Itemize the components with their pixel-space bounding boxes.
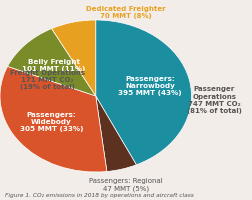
Text: Figure 1. CO₂ emissions in 2018 by operations and aircraft class: Figure 1. CO₂ emissions in 2018 by opera… (5, 193, 194, 198)
Wedge shape (52, 20, 96, 96)
Wedge shape (8, 29, 96, 96)
Text: Freight Operations
171 MMT CO₂
(19% of total): Freight Operations 171 MMT CO₂ (19% of t… (10, 70, 85, 90)
Wedge shape (0, 66, 107, 172)
Text: Passengers: Regional
47 MMT (5%): Passengers: Regional 47 MMT (5%) (89, 178, 163, 192)
Text: Belly Freight
101 MMT (11%): Belly Freight 101 MMT (11%) (22, 59, 85, 72)
Wedge shape (96, 96, 136, 171)
Text: Passengers:
Widebody
305 MMT (33%): Passengers: Widebody 305 MMT (33%) (20, 112, 83, 132)
Text: Passengers:
Narrowbody
395 MMT (43%): Passengers: Narrowbody 395 MMT (43%) (118, 76, 182, 96)
Wedge shape (96, 20, 192, 165)
Text: Passenger
Operations
747 MMT CO₂
(81% of total): Passenger Operations 747 MMT CO₂ (81% of… (187, 86, 242, 114)
Text: Dedicated Freighter
70 MMT (8%): Dedicated Freighter 70 MMT (8%) (86, 6, 166, 19)
